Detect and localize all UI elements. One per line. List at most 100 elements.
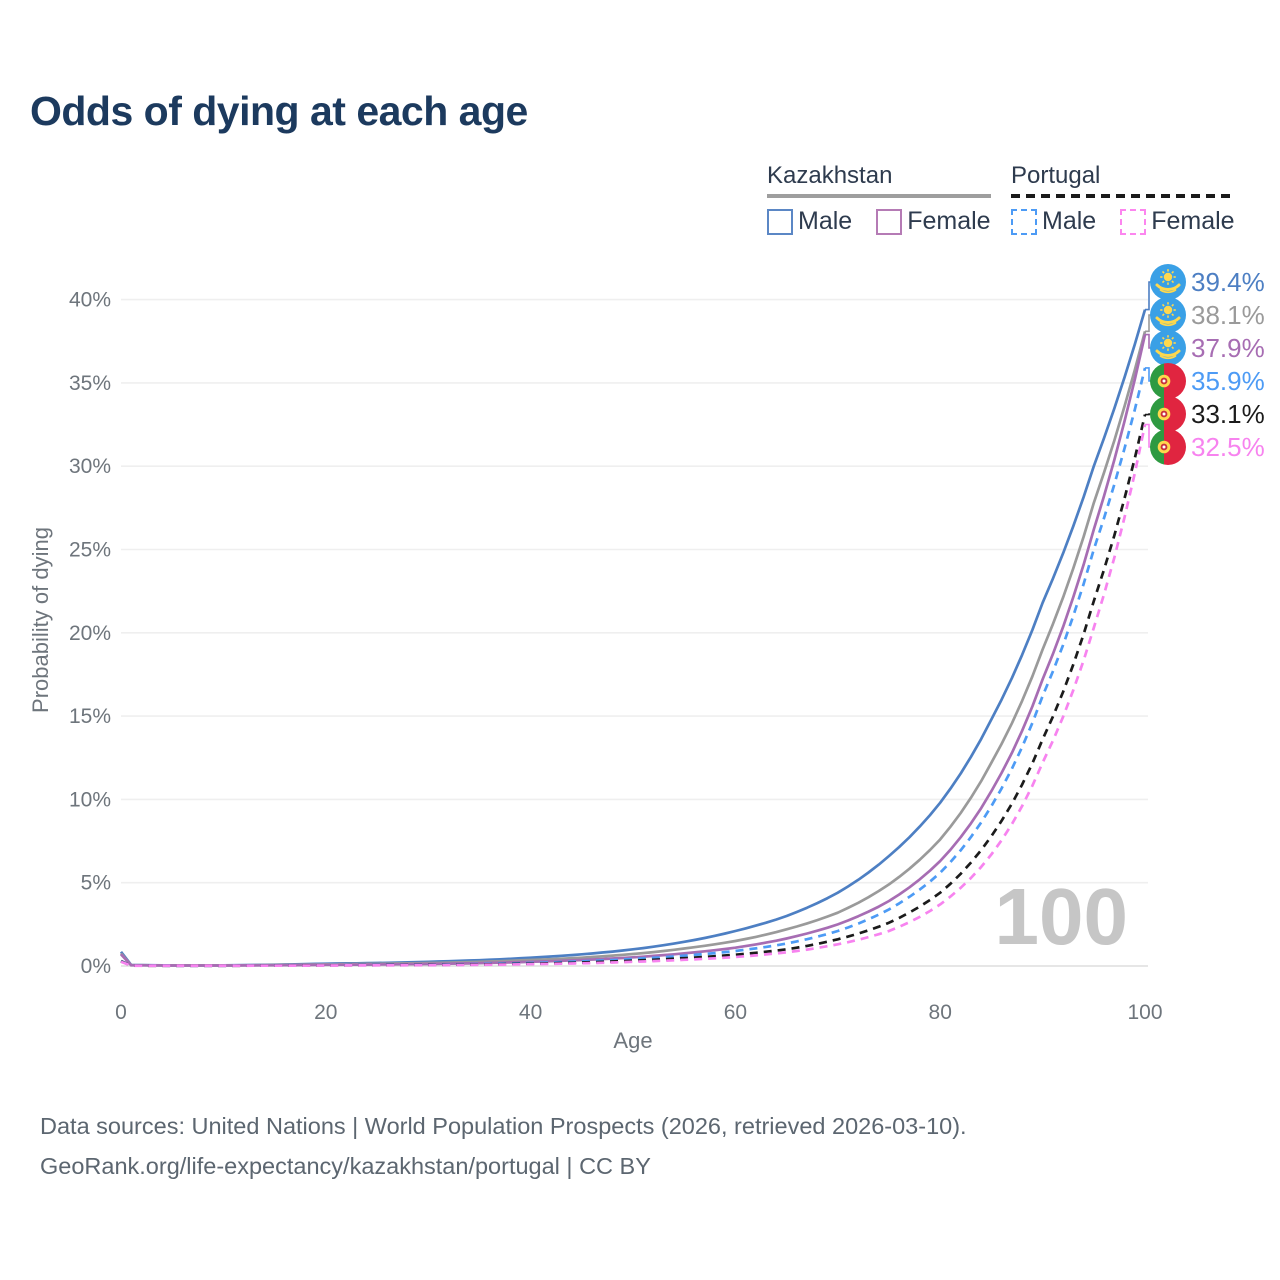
- portugal-female-swatch: [1120, 208, 1147, 235]
- kazakhstan-flag-sun: [1163, 272, 1173, 282]
- legend-item-label: Male: [798, 207, 853, 235]
- y-tick-label: 0%: [81, 955, 111, 978]
- y-tick-label: 15%: [69, 705, 111, 728]
- kazakhstan-flag-sun-ray: [1171, 280, 1175, 284]
- series-line-kazakhstan-male[interactable]: [119, 309, 1147, 967]
- end-value-label-kazakhstan-female: 37.9%: [1191, 333, 1265, 363]
- y-tick-label: 20%: [69, 622, 111, 645]
- legend-item-portugal-male[interactable]: Male: [1011, 207, 1096, 236]
- portugal-flag-red: [1164, 396, 1186, 432]
- legend-item-kazakhstan-female[interactable]: Female: [876, 207, 991, 236]
- portugal-flag-green: [1150, 396, 1164, 432]
- legend-item-portugal-female[interactable]: Female: [1120, 207, 1235, 236]
- portugal-flag-shield-dot: [1162, 445, 1166, 449]
- x-tick-label: 100: [1127, 1001, 1162, 1024]
- portugal-flag-green: [1150, 363, 1164, 399]
- series-line-kazakhstan-both[interactable]: [119, 330, 1147, 967]
- kazakhstan-flag-eagle-wing: [1159, 322, 1177, 327]
- legend: Kazakhstan Male Female Portugal: [0, 162, 1280, 252]
- kazakhstan-flag-sun-ray: [1171, 303, 1175, 307]
- kazakhstan-male-swatch: [767, 208, 793, 235]
- leader-line: [1145, 423, 1151, 448]
- end-value-label-portugal-female: 32.5%: [1191, 432, 1265, 462]
- portugal-male-swatch: [1011, 208, 1037, 235]
- kazakhstan-flag-eagle: [1155, 349, 1181, 357]
- age-watermark: 100: [995, 872, 1128, 961]
- kazakhstan-flag-sun-ray: [1161, 336, 1165, 340]
- series-line-portugal-male[interactable]: [120, 367, 1147, 968]
- portugal-flag-icon: [1150, 363, 1186, 399]
- end-value-label-portugal-both: 33.1%: [1191, 399, 1265, 429]
- kazakhstan-total-line-swatch: [767, 194, 991, 198]
- portugal-total-line-swatch: [1011, 194, 1235, 198]
- leader-line: [1145, 281, 1151, 311]
- kazakhstan-flag-sun-ray: [1161, 280, 1165, 284]
- y-tick-label: 10%: [69, 788, 111, 811]
- end-value-label-kazakhstan-both: 38.1%: [1191, 300, 1265, 330]
- data-source-note: Data sources: United Nations | World Pop…: [40, 1106, 967, 1186]
- y-tick-label: 30%: [69, 455, 111, 478]
- portugal-flag-green: [1150, 429, 1164, 465]
- kazakhstan-flag-eagle: [1155, 283, 1181, 291]
- kazakhstan-flag-eagle: [1155, 316, 1181, 324]
- kazakhstan-flag-sun-ray: [1171, 313, 1175, 317]
- kazakhstan-flag-sun: [1163, 305, 1173, 315]
- series-line-portugal-female[interactable]: [120, 424, 1147, 968]
- kazakhstan-flag-icon: [1150, 330, 1186, 366]
- y-axis-title: Probability of dying: [28, 527, 53, 713]
- legend-portugal-label: Portugal: [1011, 162, 1101, 189]
- portugal-flag-icon: [1150, 396, 1186, 432]
- kazakhstan-flag-sun-ray: [1161, 346, 1165, 350]
- legend-country-kazakhstan[interactable]: Kazakhstan: [767, 162, 991, 198]
- kazakhstan-flag-sun-ray: [1161, 313, 1165, 317]
- legend-item-label: Male: [1042, 207, 1097, 235]
- kazakhstan-flag-sun-ray: [1161, 270, 1165, 274]
- y-tick-label: 25%: [69, 539, 111, 562]
- data-source-line1: Data sources: United Nations | World Pop…: [40, 1113, 967, 1139]
- x-tick-label: 20: [314, 1001, 337, 1024]
- kazakhstan-flag-eagle-wing: [1159, 355, 1177, 360]
- x-tick-label: 60: [724, 1001, 747, 1024]
- x-tick-label: 40: [519, 1001, 542, 1024]
- kazakhstan-flag-bg: [1150, 297, 1186, 333]
- kazakhstan-female-swatch: [876, 208, 903, 235]
- x-axis-title: Age: [613, 1028, 652, 1053]
- legend-item-label: Female: [907, 207, 991, 235]
- y-tick-label: 35%: [69, 372, 111, 395]
- kazakhstan-flag-icon: [1150, 297, 1186, 333]
- legend-item-label: Female: [1151, 207, 1235, 235]
- portugal-flag-red: [1164, 363, 1186, 399]
- end-value-label-kazakhstan-male: 39.4%: [1191, 267, 1265, 297]
- legend-group-portugal: Portugal Male Female: [1011, 162, 1235, 236]
- portugal-flag-shield-dot: [1162, 379, 1166, 383]
- legend-group-kazakhstan: Kazakhstan Male Female: [767, 162, 991, 236]
- leader-line: [1145, 314, 1151, 333]
- legend-items-portugal: Male Female: [1011, 207, 1235, 236]
- kazakhstan-flag-sun-ray: [1171, 346, 1175, 350]
- data-source-line2: GeoRank.org/life-expectancy/kazakhstan/p…: [40, 1153, 651, 1179]
- legend-country-portugal[interactable]: Portugal: [1011, 162, 1235, 198]
- kazakhstan-flag-sun-ray: [1161, 303, 1165, 307]
- legend-item-kazakhstan-male[interactable]: Male: [767, 207, 852, 236]
- kazakhstan-flag-sun: [1163, 338, 1173, 348]
- portugal-flag-icon: [1150, 429, 1186, 465]
- legend-items-kazakhstan: Male Female: [767, 207, 991, 236]
- portugal-flag-shield-dot: [1162, 412, 1166, 416]
- x-tick-label: 0: [115, 1001, 127, 1024]
- legend-kazakhstan-label: Kazakhstan: [767, 162, 893, 189]
- page-title: Odds of dying at each age: [30, 88, 528, 134]
- x-tick-label: 80: [929, 1001, 952, 1024]
- kazakhstan-flag-bg: [1150, 264, 1186, 300]
- kazakhstan-flag-icon: [1150, 264, 1186, 300]
- y-tick-label: 40%: [69, 289, 111, 312]
- kazakhstan-flag-eagle-wing: [1159, 289, 1177, 294]
- kazakhstan-flag-sun-ray: [1171, 336, 1175, 340]
- end-value-label-portugal-male: 35.9%: [1191, 366, 1265, 396]
- kazakhstan-flag-bg: [1150, 330, 1186, 366]
- portugal-flag-red: [1164, 429, 1186, 465]
- series-line-kazakhstan-female[interactable]: [120, 334, 1147, 967]
- kazakhstan-flag-sun-ray: [1171, 270, 1175, 274]
- y-tick-label: 5%: [81, 872, 111, 895]
